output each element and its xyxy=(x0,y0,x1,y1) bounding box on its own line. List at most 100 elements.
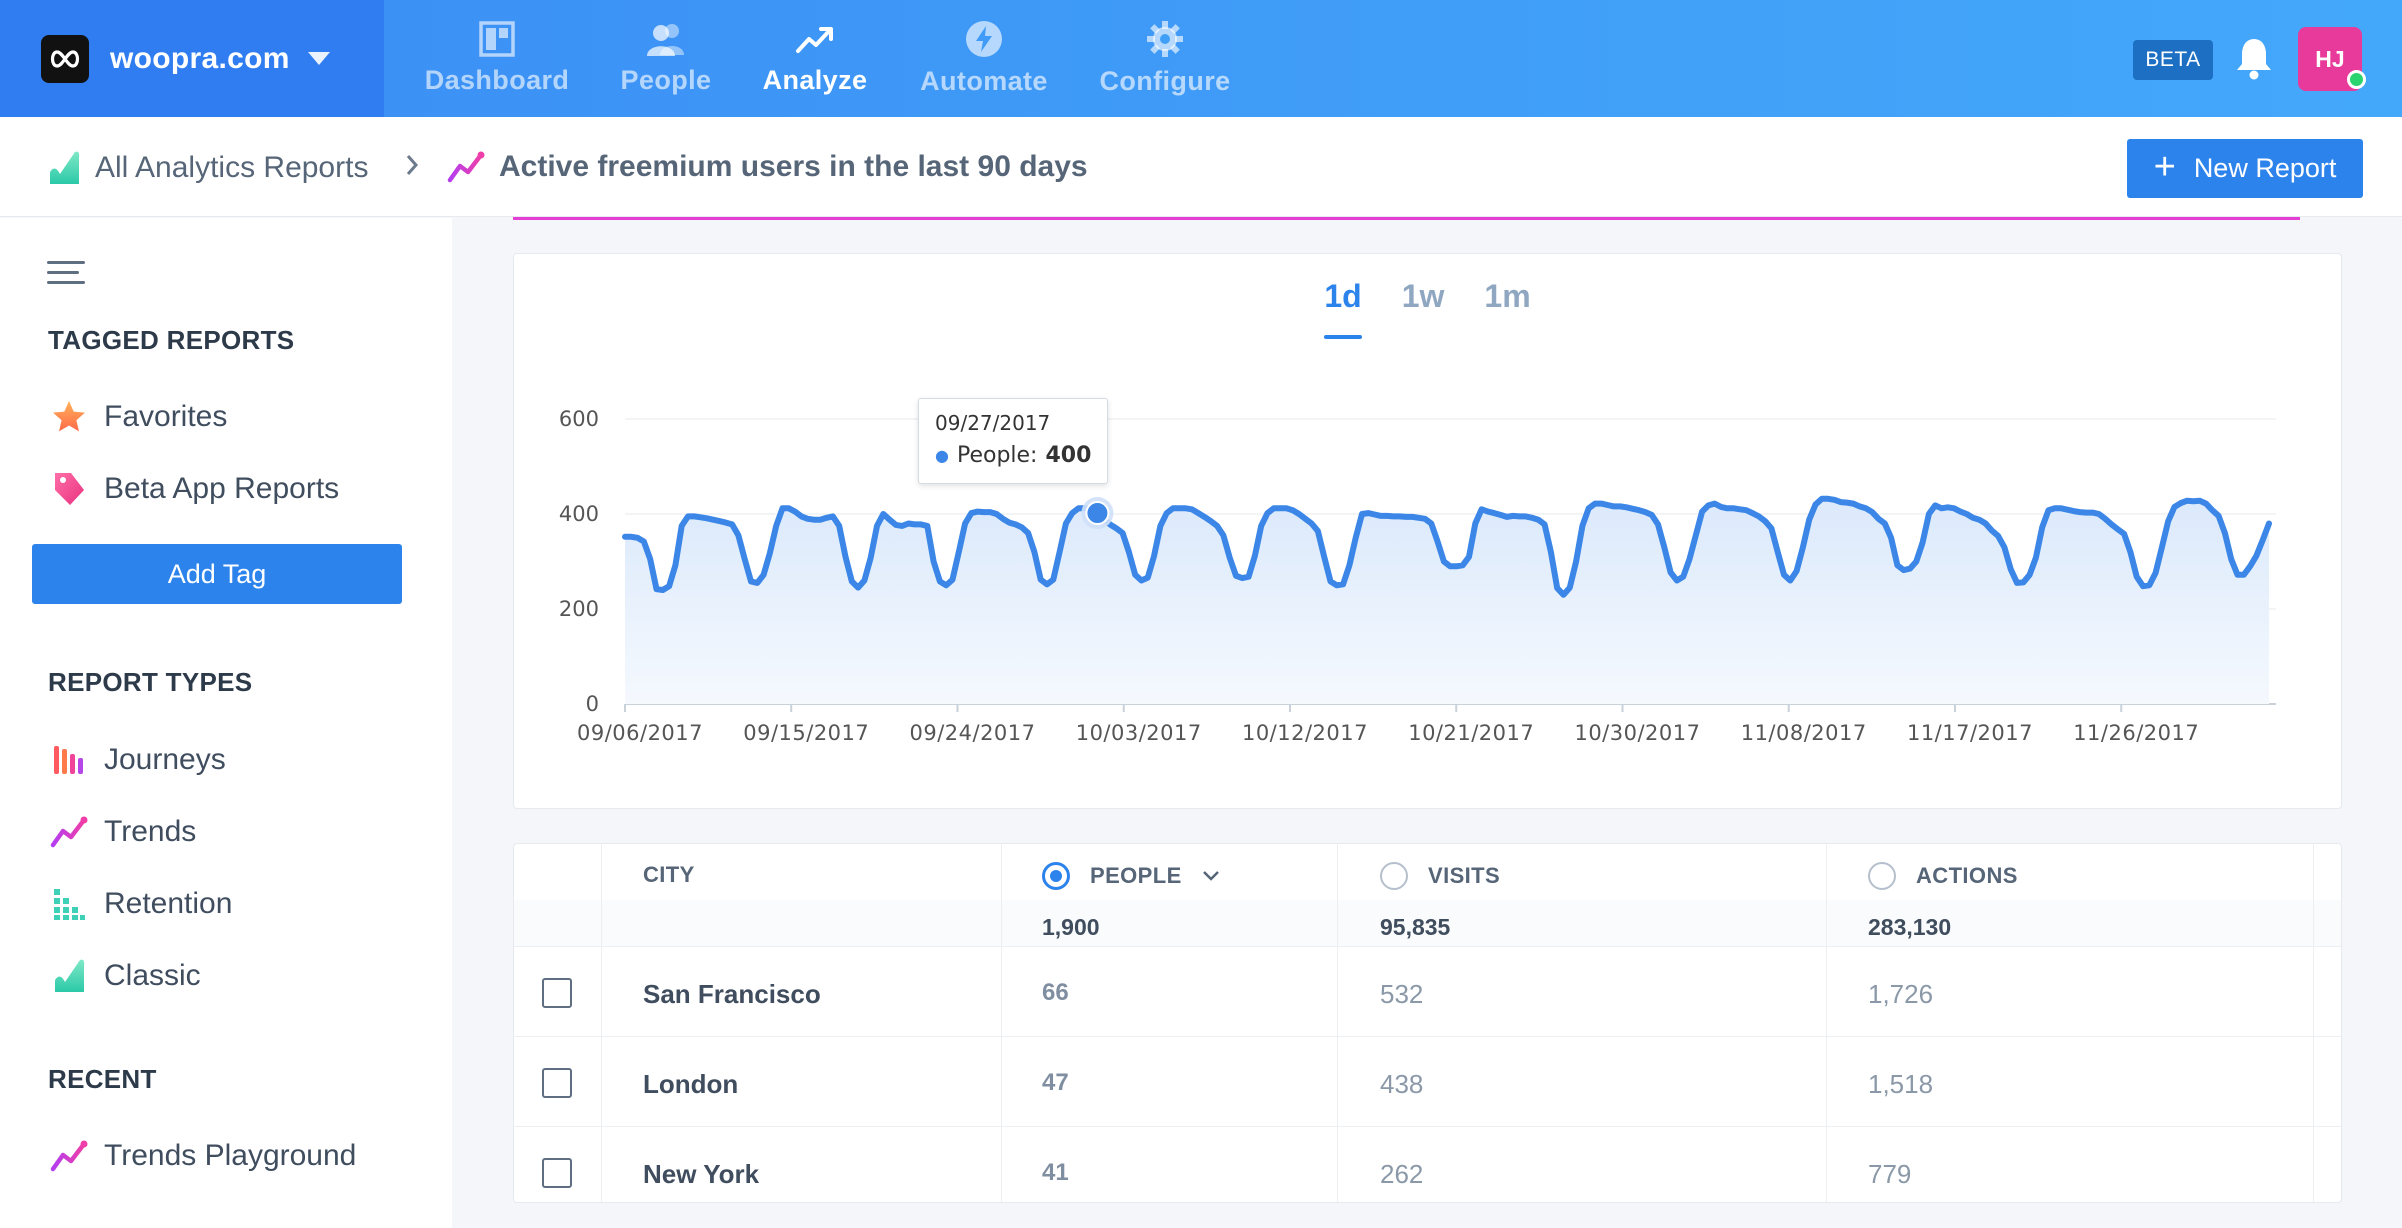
nav-analyze[interactable]: Analyze xyxy=(760,0,870,117)
y-tick-label: 600 xyxy=(559,407,599,431)
nav-label: Analyze xyxy=(762,65,868,95)
nav-configure[interactable]: Configure xyxy=(1098,0,1232,117)
column-divider xyxy=(1337,844,1338,1202)
new-report-button[interactable]: + New Report xyxy=(2127,139,2363,198)
breadcrumb-root[interactable]: All Analytics Reports xyxy=(47,150,368,186)
cell-visits: 532 xyxy=(1380,979,1424,1009)
nav-people[interactable]: People xyxy=(618,0,714,117)
data-table: CITY PEOPLE VISITS ACTIONS 1,900 95,835 … xyxy=(513,843,2342,1203)
totals-row: 1,900 95,835 283,130 xyxy=(514,900,2341,947)
column-label: ACTIONS xyxy=(1916,863,2018,888)
tab-1d[interactable]: 1d xyxy=(1324,278,1363,339)
cell-city: London xyxy=(643,1069,739,1099)
cell-city: San Francisco xyxy=(643,979,821,1009)
y-tick-label: 200 xyxy=(559,597,599,621)
row-checkbox[interactable] xyxy=(542,978,572,1008)
radio-selected-icon[interactable] xyxy=(1042,862,1070,890)
cell-people: 41 xyxy=(1042,1159,1069,1186)
total-visits: 95,835 xyxy=(1380,914,1451,940)
column-header-actions[interactable]: ACTIONS xyxy=(1868,862,2018,890)
x-tick-label: 11/08/2017 xyxy=(1741,721,1867,745)
x-tick-label: 09/15/2017 xyxy=(743,721,869,745)
column-header-people[interactable]: PEOPLE xyxy=(1042,862,1220,890)
nav-label: Dashboard xyxy=(424,65,570,95)
dashboard-icon xyxy=(479,21,515,57)
report-accent-line xyxy=(513,217,2300,220)
sidebar-item-label: Favorites xyxy=(104,400,228,433)
gear-icon xyxy=(1147,21,1183,57)
tooltip-row: ● People: 400 xyxy=(935,443,1091,468)
trends-icon xyxy=(50,816,88,848)
sidebar-item-label: Beta App Reports xyxy=(104,472,340,505)
bell-icon[interactable] xyxy=(2235,36,2273,85)
nav-label: Configure xyxy=(1099,66,1231,96)
sidebar-item-label: Journeys xyxy=(104,743,226,776)
tagged-reports-heading: TAGGED REPORTS xyxy=(48,325,295,355)
sidebar-item-label: Trends xyxy=(104,815,197,848)
series-area xyxy=(625,498,2269,704)
sidebar-item-trends-playground[interactable]: Trends Playground xyxy=(50,1137,356,1175)
y-tick-label: 0 xyxy=(586,692,599,716)
series-line-people[interactable] xyxy=(622,495,2272,598)
page-title: Active freemium users in the last 90 day… xyxy=(499,150,1088,183)
account-switcher[interactable]: woopra.com xyxy=(0,0,384,117)
chevron-down-icon xyxy=(307,52,330,65)
account-name: woopra.com xyxy=(110,41,290,75)
breadcrumb-current: Active freemium users in the last 90 day… xyxy=(447,150,1088,184)
total-actions: 283,130 xyxy=(1868,914,1952,940)
x-tick-label: 10/21/2017 xyxy=(1408,721,1534,745)
breadcrumb: All Analytics Reports Active freemium us… xyxy=(0,117,2402,217)
tab-1m[interactable]: 1m xyxy=(1484,278,1531,314)
row-checkbox[interactable] xyxy=(542,1158,572,1188)
trend-icon xyxy=(796,27,833,53)
tooltip-series: People: xyxy=(956,443,1038,468)
sidebar-item-journeys[interactable]: Journeys xyxy=(50,741,226,779)
column-divider xyxy=(2313,844,2314,1202)
classic-icon xyxy=(55,959,85,992)
nav-dashboard[interactable]: Dashboard xyxy=(424,0,570,117)
sidebar-item-classic[interactable]: Classic xyxy=(50,957,201,995)
sidebar-item-label: Retention xyxy=(104,887,233,920)
tooltip-value: 400 xyxy=(1045,443,1092,468)
cell-people: 66 xyxy=(1042,979,1069,1006)
table-header: CITY PEOPLE VISITS ACTIONS xyxy=(514,844,2341,900)
beta-badge[interactable]: BETA xyxy=(2133,40,2213,80)
cell-city: New York xyxy=(643,1159,760,1189)
add-tag-button[interactable]: Add Tag xyxy=(32,544,402,604)
column-label: VISITS xyxy=(1428,863,1501,888)
column-divider xyxy=(1826,844,1827,1202)
x-tick-label: 10/03/2017 xyxy=(1076,721,1202,745)
column-divider xyxy=(601,844,602,1202)
sidebar-item-favorites[interactable]: Favorites xyxy=(50,398,227,436)
highlight-point[interactable] xyxy=(1085,501,1110,526)
table-row[interactable]: San Francisco 66 532 1,726 xyxy=(514,947,2341,1037)
x-tick-label: 10/12/2017 xyxy=(1242,721,1368,745)
series-dot-icon: ● xyxy=(935,446,949,465)
trends-icon xyxy=(447,151,485,183)
menu-icon[interactable] xyxy=(47,261,85,291)
column-header-city[interactable]: CITY xyxy=(643,862,695,888)
cell-people: 47 xyxy=(1042,1069,1069,1096)
report-types-heading: REPORT TYPES xyxy=(48,667,253,697)
sidebar-item-trends[interactable]: Trends xyxy=(50,813,196,851)
radio-icon[interactable] xyxy=(1380,862,1408,890)
tab-1w[interactable]: 1w xyxy=(1401,278,1445,314)
new-report-label: New Report xyxy=(2193,153,2337,183)
nav-automate[interactable]: Automate xyxy=(916,0,1052,117)
table-row[interactable]: New York 41 262 779 xyxy=(514,1127,2341,1202)
recent-heading: RECENT xyxy=(48,1064,157,1094)
x-tick-label: 09/06/2017 xyxy=(577,721,703,745)
star-icon xyxy=(53,401,85,432)
table-row[interactable]: London 47 438 1,518 xyxy=(514,1037,2341,1127)
row-checkbox[interactable] xyxy=(542,1068,572,1098)
sidebar-item-retention[interactable]: Retention xyxy=(50,885,232,923)
radio-icon[interactable] xyxy=(1868,862,1896,890)
sidebar-item-beta-app-reports[interactable]: Beta App Reports xyxy=(50,470,339,508)
nav-label: People xyxy=(620,65,712,95)
y-tick-label: 400 xyxy=(559,502,599,526)
column-header-visits[interactable]: VISITS xyxy=(1380,862,1500,890)
trend-chart[interactable]: 0 200 400 600 09/06/2017 09/15/2017 09/24/2017… xyxy=(514,254,2343,810)
chevron-down-icon[interactable] xyxy=(1202,870,1220,882)
trends-icon xyxy=(50,1140,88,1172)
cell-visits: 438 xyxy=(1380,1069,1424,1099)
